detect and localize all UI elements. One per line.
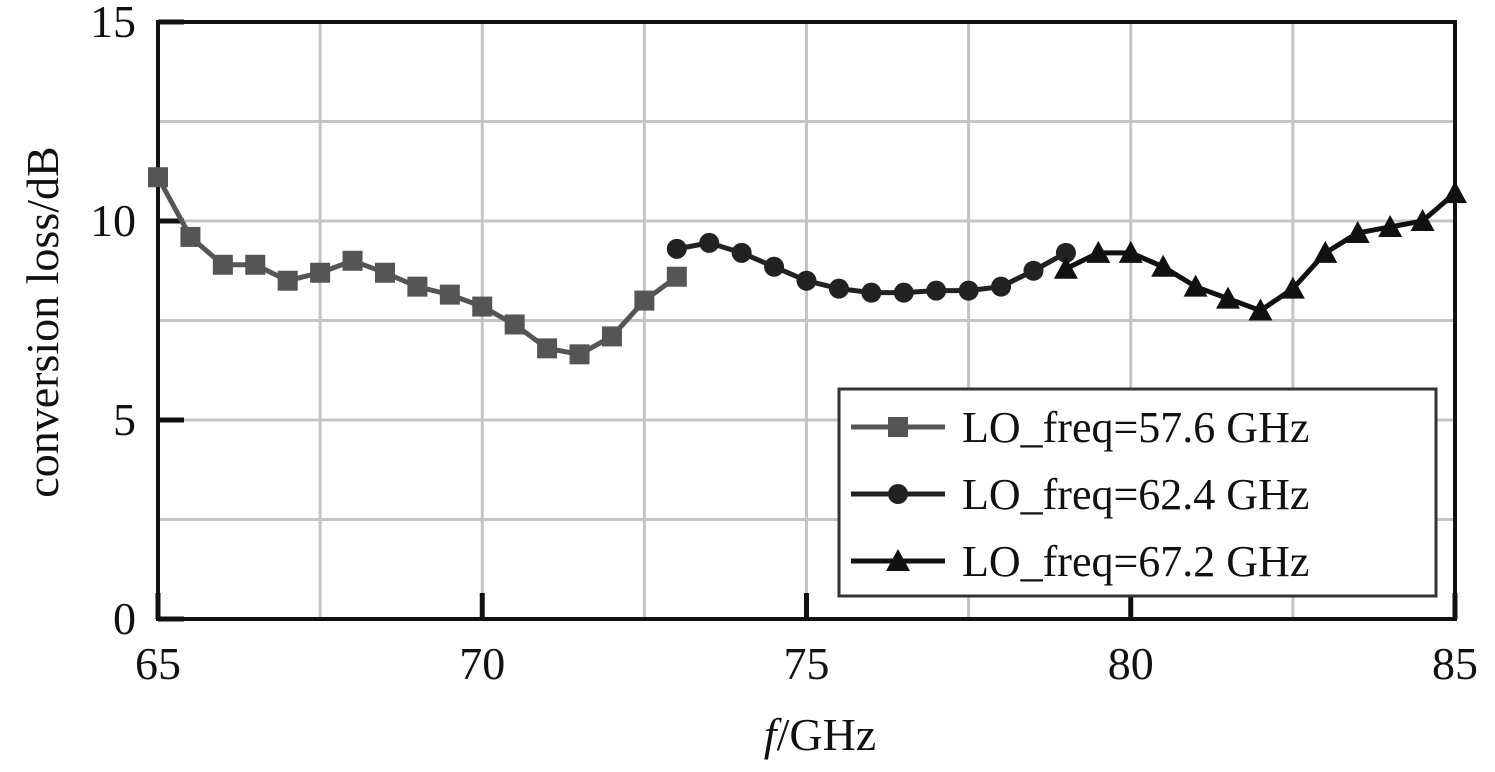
legend: LO_freq=57.6 GHz LO_freq=62.4 GHz LO_freq=… [837, 387, 1438, 598]
series-line [155, 176, 679, 357]
data-point-square [537, 338, 558, 359]
data-point-square [472, 296, 493, 317]
data-point-square [439, 284, 460, 305]
data-point-triangle [1345, 220, 1370, 243]
data-point-circle [796, 270, 817, 291]
data-point-triangle [1151, 254, 1176, 277]
data-point-triangle [1183, 274, 1208, 297]
x-tick-label: 80 [1108, 638, 1154, 689]
legend-label: LO_freq=62.4 GHz [962, 470, 1309, 519]
data-point-triangle [1118, 240, 1143, 263]
data-point-triangle [1216, 286, 1241, 309]
axis-ticks: 65 70 75 80 85 0 5 10 15 [90, 0, 1478, 689]
x-axis-title: f/GHz [764, 709, 876, 760]
x-tick-label: 65 [135, 638, 181, 689]
data-point-square [245, 254, 266, 275]
data-point-square [148, 167, 168, 188]
series-line [1064, 191, 1457, 314]
legend-item-2: LO_freq=62.4 GHz [851, 470, 1309, 519]
data-point-circle [991, 276, 1012, 297]
data-point-circle [764, 256, 785, 277]
data-point-square [374, 262, 395, 283]
data-point-square [277, 270, 298, 291]
legend-marker-square [888, 417, 908, 437]
data-point-square [342, 250, 363, 271]
data-point-circle [666, 238, 687, 259]
data-point-triangle [1410, 209, 1435, 231]
data-point-square [407, 276, 428, 297]
data-point-triangle [1248, 298, 1273, 321]
data-point-triangle [1378, 214, 1403, 237]
data-point-triangle [1086, 240, 1111, 263]
legend-marker-triangle [886, 549, 910, 571]
data-point-circle [1023, 260, 1044, 281]
data-point-triangle [1053, 256, 1078, 279]
data-point-triangle [1280, 276, 1305, 299]
data-point-square [310, 262, 331, 283]
x-axis-title-unit: /GHz [777, 709, 877, 760]
legend-item-1: LO_freq=57.6 GHz [851, 403, 1309, 452]
data-point-triangle [1313, 240, 1338, 263]
data-point-square [180, 226, 201, 247]
y-tick-label: 15 [90, 0, 136, 47]
y-axis-title: conversion loss/dB [17, 146, 68, 497]
data-point-circle [828, 278, 849, 299]
y-tick-label: 10 [90, 195, 136, 246]
legend-marker-circle [888, 484, 908, 504]
data-point-square [601, 326, 622, 347]
data-point-circle [731, 242, 752, 263]
series-2 [666, 232, 1076, 303]
x-tick-label: 85 [1432, 638, 1478, 689]
legend-label: LO_freq=57.6 GHz [962, 403, 1309, 452]
series-1 [148, 167, 687, 365]
data-point-square [212, 254, 233, 275]
data-point-circle [958, 280, 979, 301]
legend-label: LO_freq=67.2 GHz [962, 537, 1309, 586]
y-tick-label: 0 [113, 593, 136, 644]
data-point-circle [1055, 242, 1076, 263]
data-point-circle [926, 280, 947, 301]
data-point-square [634, 290, 655, 311]
data-point-triangle [1443, 181, 1467, 204]
data-point-circle [861, 282, 882, 303]
series-3 [1053, 181, 1467, 321]
legend-item-3: LO_freq=67.2 GHz [851, 537, 1309, 586]
y-tick-label: 5 [113, 394, 136, 445]
data-point-circle [699, 232, 720, 253]
data-point-square [504, 314, 525, 335]
data-point-square [569, 344, 590, 365]
x-tick-label: 70 [459, 638, 505, 689]
data-point-circle [893, 282, 914, 303]
series-layer [148, 167, 1467, 365]
x-tick-label: 75 [784, 638, 830, 689]
data-point-square [666, 266, 687, 287]
